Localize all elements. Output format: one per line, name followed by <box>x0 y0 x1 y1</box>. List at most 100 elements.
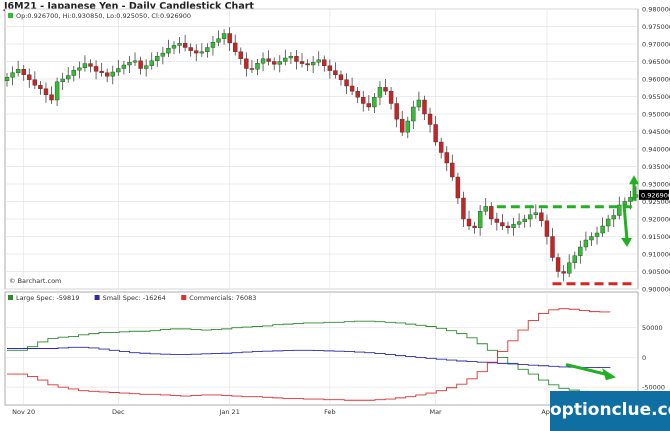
cot-series-line <box>7 308 611 401</box>
candle-body <box>177 43 182 46</box>
price-tick-label: 0.920000 <box>642 216 670 224</box>
cot-series-line <box>7 320 611 393</box>
candle-body <box>578 246 583 256</box>
price-tick-label: 0.900000 <box>642 286 670 294</box>
candle-body <box>461 197 466 220</box>
candle-body <box>149 60 154 66</box>
candle-body <box>361 96 366 104</box>
candle-body <box>522 218 527 222</box>
candle-body <box>494 218 500 223</box>
price-tick-label: 0.970000 <box>642 41 670 49</box>
watermark-text: optionclue.com <box>550 400 670 420</box>
price-tick-label: 0.960000 <box>642 76 670 84</box>
candle-body <box>416 99 422 108</box>
candle-body <box>400 119 405 133</box>
candle-body <box>322 59 327 66</box>
price-tick-label: 0.935000 <box>642 163 670 171</box>
candle-body <box>394 103 399 120</box>
price-tick-label: 0.910000 <box>642 251 670 259</box>
cot-series-line <box>7 346 611 368</box>
candle-body <box>66 75 71 80</box>
candle-body <box>366 103 372 108</box>
price-tick-label: 0.955000 <box>642 93 670 101</box>
x-tick-label: Mar <box>429 408 442 416</box>
candle-body <box>422 99 427 115</box>
x-tick-label: Apr <box>541 408 553 416</box>
candle-body <box>327 65 333 71</box>
candle-body <box>93 66 99 72</box>
indicator-tick-label: 0 <box>642 354 646 362</box>
candle-body <box>550 236 555 258</box>
price-tick-label: 0.980000 <box>642 6 670 14</box>
last-price-tag <box>639 189 669 200</box>
candle-body <box>466 218 472 227</box>
chart-title: J6M21 - Japanese Yen - Daily Candlestick… <box>4 1 254 12</box>
price-tick-label: 0.950000 <box>642 111 670 119</box>
candle-body <box>611 215 616 220</box>
candle-body <box>377 87 383 98</box>
candle-body <box>283 57 288 62</box>
up-arrow-head <box>629 175 639 185</box>
candle-body <box>110 71 115 77</box>
candle-body <box>233 42 238 52</box>
candle-body <box>450 162 455 178</box>
candle-body <box>160 52 166 57</box>
candle-body <box>483 206 488 212</box>
price-tick-label: 0.905000 <box>642 268 670 276</box>
cot-legend-label: Small Spec: -16264 <box>103 294 166 302</box>
candle-body <box>277 61 282 65</box>
candle-body <box>528 214 533 220</box>
candle-body <box>216 38 221 43</box>
candle-body <box>205 47 210 52</box>
price-tick-label: 0.925000 <box>642 198 670 206</box>
candle-body <box>82 63 88 68</box>
candle-body <box>299 61 305 64</box>
candle-body <box>4 77 10 81</box>
candle-body <box>344 79 349 87</box>
candle-body <box>628 197 633 202</box>
candle-body <box>511 224 516 228</box>
x-tick-label: Jan 21 <box>218 408 239 416</box>
candle-body <box>477 211 483 228</box>
candle-body <box>227 33 232 44</box>
cot-arrow-head <box>602 368 616 381</box>
candle-body <box>166 48 171 54</box>
candle-body <box>138 60 143 69</box>
indicator-tick-label: 50000 <box>642 324 663 332</box>
indicator-tick-label: -50000 <box>642 384 665 392</box>
candle-body <box>99 71 104 73</box>
candle-body <box>121 64 127 69</box>
candle-body <box>349 85 355 92</box>
ohlc-label: Op:0.926700, Hi:0.930850, Lo:0.925050, C… <box>16 12 191 20</box>
candle-body <box>444 152 449 164</box>
candle-body <box>255 63 260 70</box>
candle-body <box>116 68 121 73</box>
candle-body <box>54 81 60 101</box>
candle-body <box>516 221 522 225</box>
cot-legend-swatch <box>8 295 13 300</box>
candle-body <box>539 212 544 221</box>
candle-body <box>355 91 360 98</box>
candle-body <box>338 74 344 80</box>
candle-body <box>194 50 199 54</box>
cot-legend-swatch <box>94 295 100 300</box>
candle-body <box>210 42 216 48</box>
price-tick-label: 0.945000 <box>642 128 670 136</box>
candle-body <box>88 63 93 67</box>
candle-body <box>127 62 132 66</box>
candle-body <box>500 222 505 227</box>
candle-body <box>544 220 550 237</box>
candle-body <box>305 63 310 66</box>
candle-body <box>238 51 243 59</box>
candle-body <box>605 218 611 227</box>
candle-body <box>433 124 438 143</box>
candle-body <box>333 70 338 75</box>
down-arrow-head <box>621 238 632 247</box>
candle-body <box>271 61 277 65</box>
candle-body <box>622 201 628 206</box>
candle-body <box>372 96 377 108</box>
candle-body <box>383 87 388 92</box>
candle-body <box>600 225 605 234</box>
last-price-label: 0.926900 <box>641 191 670 199</box>
